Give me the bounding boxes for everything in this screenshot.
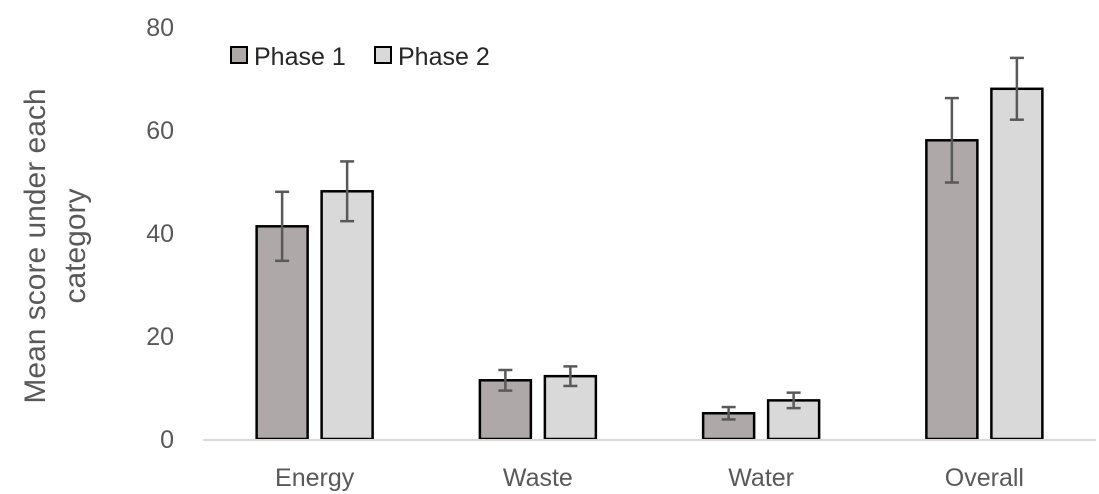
error-bar-phase-2-overall: [1009, 56, 1024, 121]
legend-swatch: [374, 46, 392, 64]
legend-label: Phase 2: [398, 43, 490, 71]
x-category-label-overall: Overall: [945, 464, 1024, 492]
x-category-label-waste: Waste: [503, 464, 573, 492]
error-bar-phase-2-water: [786, 391, 801, 410]
error-bar-phase-1-overall: [944, 96, 959, 184]
y-axis-title-text: Mean score under each category: [19, 88, 92, 403]
bars-group: [255, 87, 1044, 441]
y-tick-label: 0: [160, 426, 174, 454]
x-category-label-energy: Energy: [275, 464, 355, 492]
y-tick-label: 40: [146, 220, 174, 248]
x-category-label-water: Water: [728, 464, 794, 492]
y-tick-label: 80: [146, 14, 174, 42]
y-axis-title-line-2: category: [59, 188, 92, 303]
legend-label: Phase 1: [254, 43, 346, 71]
error-bar-phase-1-water: [721, 405, 736, 421]
y-axis-title-line-1: Mean score under each: [19, 88, 52, 403]
y-tick-label: 20: [146, 323, 174, 351]
error-bars-group: [275, 56, 1024, 421]
error-bar-phase-1-waste: [498, 368, 513, 392]
y-tick-label: 60: [146, 117, 174, 145]
legend: Phase 1 Phase 2: [230, 43, 490, 71]
legend-swatch: [230, 46, 248, 64]
bar-phase-2-overall: [990, 87, 1044, 441]
bar-phase-1-water: [701, 412, 756, 441]
error-bar-phase-1-energy: [275, 190, 290, 263]
bar-phase-2-energy: [320, 190, 374, 441]
error-bar-phase-2-energy: [340, 160, 355, 223]
legend-item-phase-2: Phase 2: [374, 43, 490, 71]
x-axis-labels: Energy Waste Water Overall: [275, 464, 1024, 492]
y-axis-ticks: 0 20 40 60 80: [146, 14, 174, 454]
legend-item-phase-1: Phase 1: [230, 43, 346, 71]
bar-phase-1-overall: [925, 139, 979, 441]
y-axis-title: Mean score under each category: [19, 88, 92, 403]
error-bar-phase-2-waste: [563, 365, 578, 388]
